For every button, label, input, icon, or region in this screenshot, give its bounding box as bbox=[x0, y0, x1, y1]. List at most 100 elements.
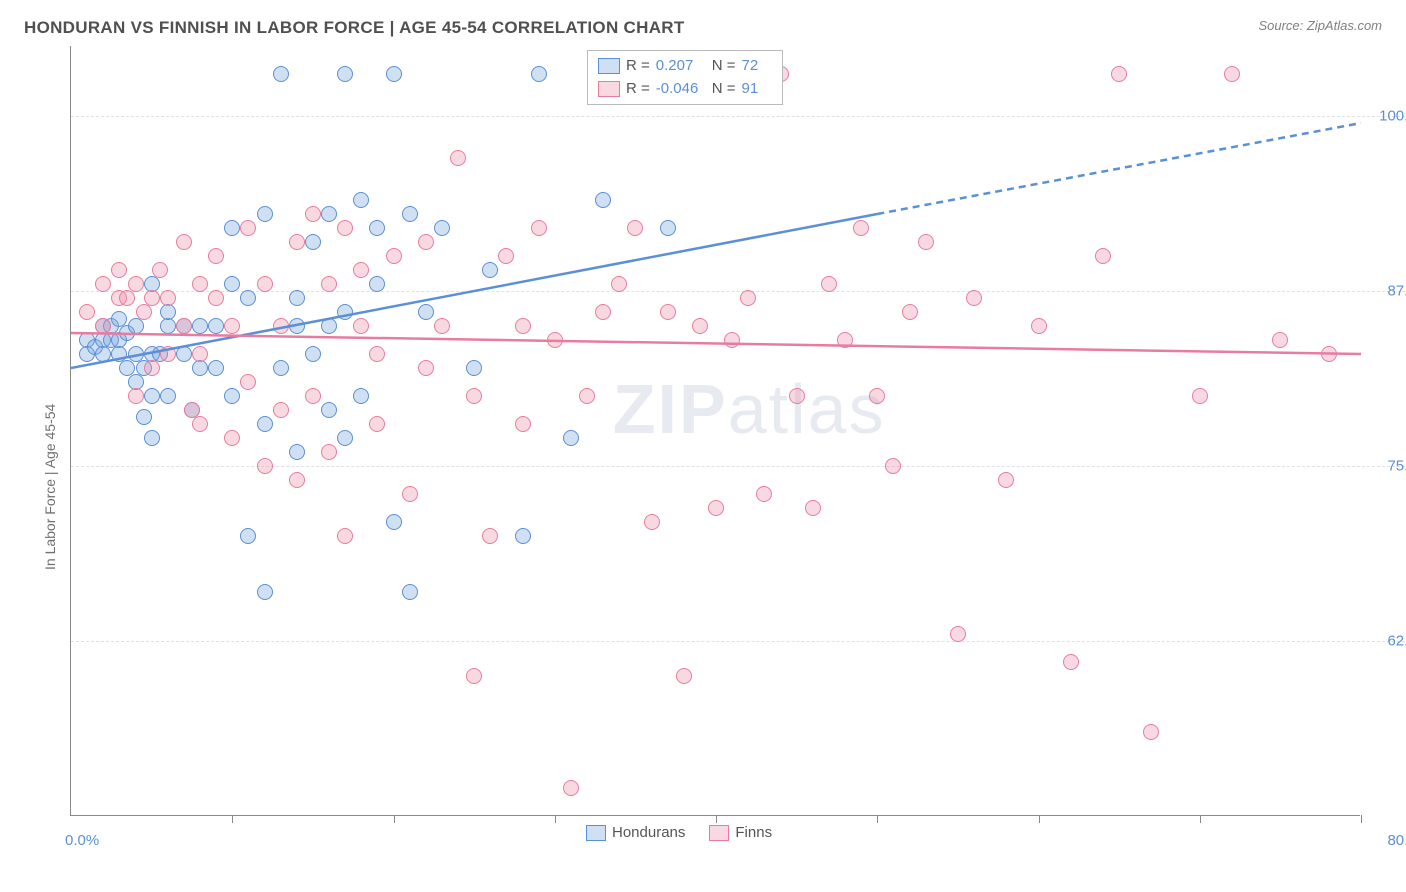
scatter-point bbox=[160, 346, 176, 362]
scatter-point bbox=[386, 248, 402, 264]
scatter-point bbox=[337, 528, 353, 544]
scatter-point bbox=[660, 220, 676, 236]
scatter-point bbox=[353, 262, 369, 278]
scatter-point bbox=[482, 262, 498, 278]
legend-label: Finns bbox=[735, 824, 772, 841]
scatter-point bbox=[208, 290, 224, 306]
scatter-point bbox=[515, 416, 531, 432]
scatter-point bbox=[321, 402, 337, 418]
scatter-point bbox=[257, 458, 273, 474]
scatter-point bbox=[756, 486, 772, 502]
scatter-point bbox=[902, 304, 918, 320]
scatter-point bbox=[257, 206, 273, 222]
x-tick bbox=[1200, 815, 1201, 823]
scatter-point bbox=[466, 388, 482, 404]
legend-r-label: R = bbox=[626, 78, 650, 101]
scatter-point bbox=[450, 150, 466, 166]
scatter-point bbox=[192, 416, 208, 432]
scatter-point bbox=[160, 388, 176, 404]
scatter-point bbox=[224, 388, 240, 404]
scatter-point bbox=[152, 262, 168, 278]
scatter-point bbox=[644, 514, 660, 530]
scatter-point bbox=[144, 290, 160, 306]
scatter-point bbox=[402, 584, 418, 600]
scatter-point bbox=[305, 206, 321, 222]
scatter-point bbox=[240, 220, 256, 236]
scatter-point bbox=[224, 220, 240, 236]
scatter-point bbox=[531, 66, 547, 82]
scatter-point bbox=[966, 290, 982, 306]
grid-line bbox=[71, 116, 1406, 117]
scatter-point bbox=[466, 668, 482, 684]
scatter-point bbox=[136, 409, 152, 425]
scatter-point bbox=[289, 444, 305, 460]
scatter-point bbox=[676, 668, 692, 684]
scatter-point bbox=[482, 528, 498, 544]
scatter-point bbox=[144, 360, 160, 376]
scatter-point bbox=[515, 318, 531, 334]
scatter-point bbox=[208, 248, 224, 264]
x-axis-min-label: 0.0% bbox=[65, 832, 99, 849]
scatter-point bbox=[579, 388, 595, 404]
x-tick bbox=[1039, 815, 1040, 823]
scatter-point bbox=[136, 304, 152, 320]
scatter-point bbox=[337, 304, 353, 320]
x-tick bbox=[716, 815, 717, 823]
grid-line bbox=[71, 291, 1406, 292]
scatter-point bbox=[144, 388, 160, 404]
scatter-point bbox=[289, 472, 305, 488]
scatter-point bbox=[144, 430, 160, 446]
scatter-point bbox=[611, 276, 627, 292]
chart-header: HONDURAN VS FINNISH IN LABOR FORCE | AGE… bbox=[0, 0, 1406, 46]
scatter-point bbox=[305, 388, 321, 404]
legend-n-value: 72 bbox=[742, 55, 772, 78]
scatter-point bbox=[724, 332, 740, 348]
scatter-point bbox=[369, 346, 385, 362]
scatter-point bbox=[240, 374, 256, 390]
scatter-point bbox=[563, 780, 579, 796]
y-tick-label: 62.5% bbox=[1368, 633, 1406, 650]
scatter-point bbox=[273, 318, 289, 334]
legend-swatch bbox=[598, 81, 620, 97]
scatter-point bbox=[1143, 724, 1159, 740]
scatter-point bbox=[369, 220, 385, 236]
legend-n-label: N = bbox=[712, 55, 736, 78]
scatter-point bbox=[257, 276, 273, 292]
scatter-point bbox=[418, 234, 434, 250]
scatter-point bbox=[160, 290, 176, 306]
legend-swatch bbox=[586, 825, 606, 841]
scatter-point bbox=[240, 290, 256, 306]
scatter-point bbox=[1063, 654, 1079, 670]
scatter-point bbox=[740, 290, 756, 306]
scatter-point bbox=[692, 318, 708, 334]
scatter-point bbox=[208, 318, 224, 334]
scatter-point bbox=[595, 192, 611, 208]
y-tick-label: 87.5% bbox=[1368, 283, 1406, 300]
scatter-point bbox=[998, 472, 1014, 488]
scatter-point bbox=[789, 388, 805, 404]
legend-row: R = -0.046N = 91 bbox=[598, 78, 772, 101]
scatter-point bbox=[353, 388, 369, 404]
scatter-point bbox=[224, 430, 240, 446]
legend-r-label: R = bbox=[626, 55, 650, 78]
scatter-point bbox=[289, 290, 305, 306]
scatter-point bbox=[119, 290, 135, 306]
scatter-point bbox=[128, 276, 144, 292]
scatter-point bbox=[386, 66, 402, 82]
scatter-point bbox=[837, 332, 853, 348]
scatter-point bbox=[547, 332, 563, 348]
scatter-point bbox=[1192, 388, 1208, 404]
scatter-point bbox=[321, 206, 337, 222]
scatter-point bbox=[1321, 346, 1337, 362]
scatter-point bbox=[128, 388, 144, 404]
x-tick bbox=[555, 815, 556, 823]
scatter-point bbox=[337, 220, 353, 236]
scatter-point bbox=[805, 500, 821, 516]
scatter-point bbox=[192, 318, 208, 334]
scatter-point bbox=[192, 360, 208, 376]
series-legend: HonduransFinns bbox=[586, 824, 772, 841]
scatter-point bbox=[1031, 318, 1047, 334]
scatter-point bbox=[160, 304, 176, 320]
scatter-point bbox=[353, 192, 369, 208]
legend-r-value: -0.046 bbox=[656, 78, 706, 101]
